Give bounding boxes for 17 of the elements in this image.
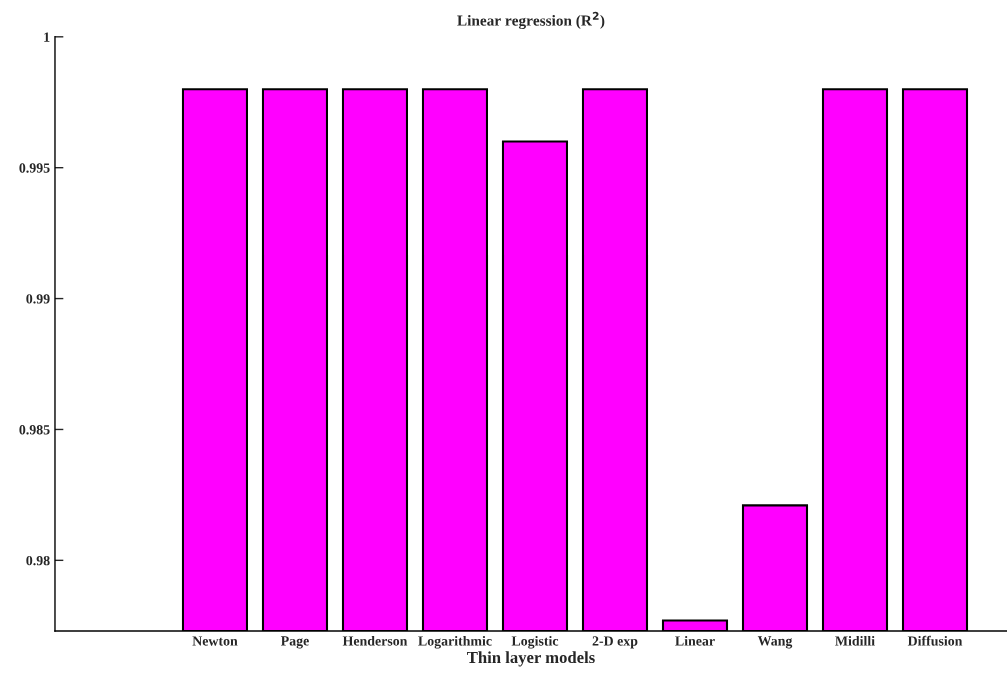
- x-tick-label: Logarithmic: [418, 635, 492, 649]
- x-tick-label: Linear: [675, 635, 715, 646]
- y-tick-label: 0.98: [26, 555, 50, 566]
- x-tick-label: 2-D exp: [592, 636, 638, 649]
- y-tick-label: 0.995: [19, 163, 50, 173]
- y-tick-label: 0.99: [26, 294, 50, 304]
- x-tick-label: Newton: [192, 636, 238, 646]
- x-axis-title: Thin layer models: [467, 651, 595, 667]
- x-tick-label: Diffusion: [907, 635, 963, 646]
- x-tick-label: Henderson: [342, 635, 408, 646]
- x-tick-label: Page: [280, 636, 309, 649]
- x-tick-label: Logistic: [511, 635, 559, 649]
- chart-title: Linear regression (R$^{2}$): [457, 11, 605, 29]
- y-tick-label: 0.985: [19, 425, 50, 435]
- y-tick-label: 1: [44, 32, 50, 42]
- x-tick-label: Midilli: [835, 635, 875, 646]
- x-tick-label: Wang: [757, 636, 793, 649]
